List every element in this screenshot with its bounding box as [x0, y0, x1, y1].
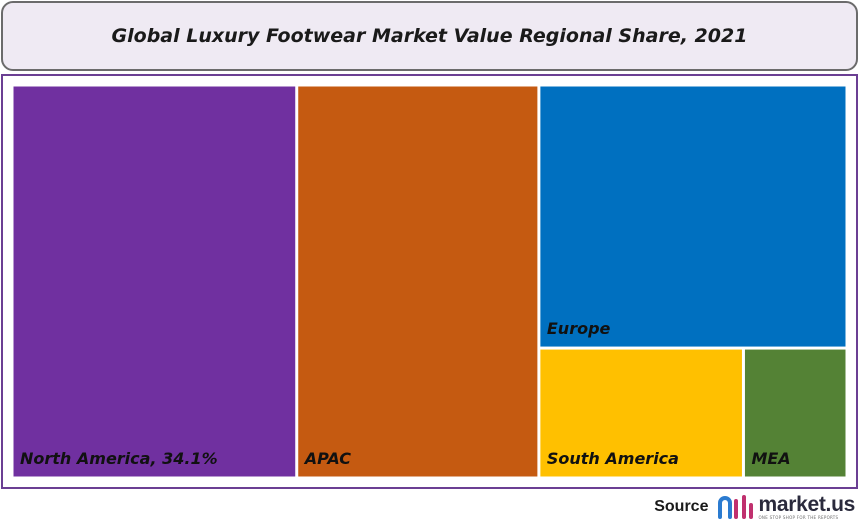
treemap-label-europe: Europe: [547, 319, 611, 338]
chart-title: Global Luxury Footwear Market Value Regi…: [111, 25, 748, 47]
treemap-label-south-america: South America: [547, 449, 679, 468]
treemap-cell-europe: [540, 86, 846, 347]
logo-text: market.us: [758, 493, 855, 516]
source-label: Source: [654, 498, 709, 515]
logo-tagline: ONE STOP SHOP FOR THE REPORTS: [758, 515, 839, 520]
treemap-frame: North America, 34.1% APAC Europe South Amer…: [1, 74, 858, 489]
chart-title-box: Global Luxury Footwear Market Value Regi…: [1, 1, 858, 71]
treemap-cell-north-america: [13, 86, 296, 477]
logo-block: market.us ONE STOP SHOP FOR THE REPORTS: [758, 494, 855, 520]
treemap-cell-apac: [298, 86, 538, 477]
treemap-chart: North America, 34.1% APAC Europe South Amer…: [13, 86, 846, 477]
treemap-label-mea: MEA: [751, 449, 790, 468]
source-footer: Source market.us ONE STOP SHOP FOR THE R…: [654, 493, 855, 521]
treemap-cell-south-america: [540, 349, 742, 477]
treemap-label-apac: APAC: [303, 449, 352, 468]
market-us-logo-icon: [718, 495, 754, 519]
treemap-label-north-america: North America, 34.1%: [20, 449, 218, 468]
treemap-cell-mea: [744, 349, 846, 477]
